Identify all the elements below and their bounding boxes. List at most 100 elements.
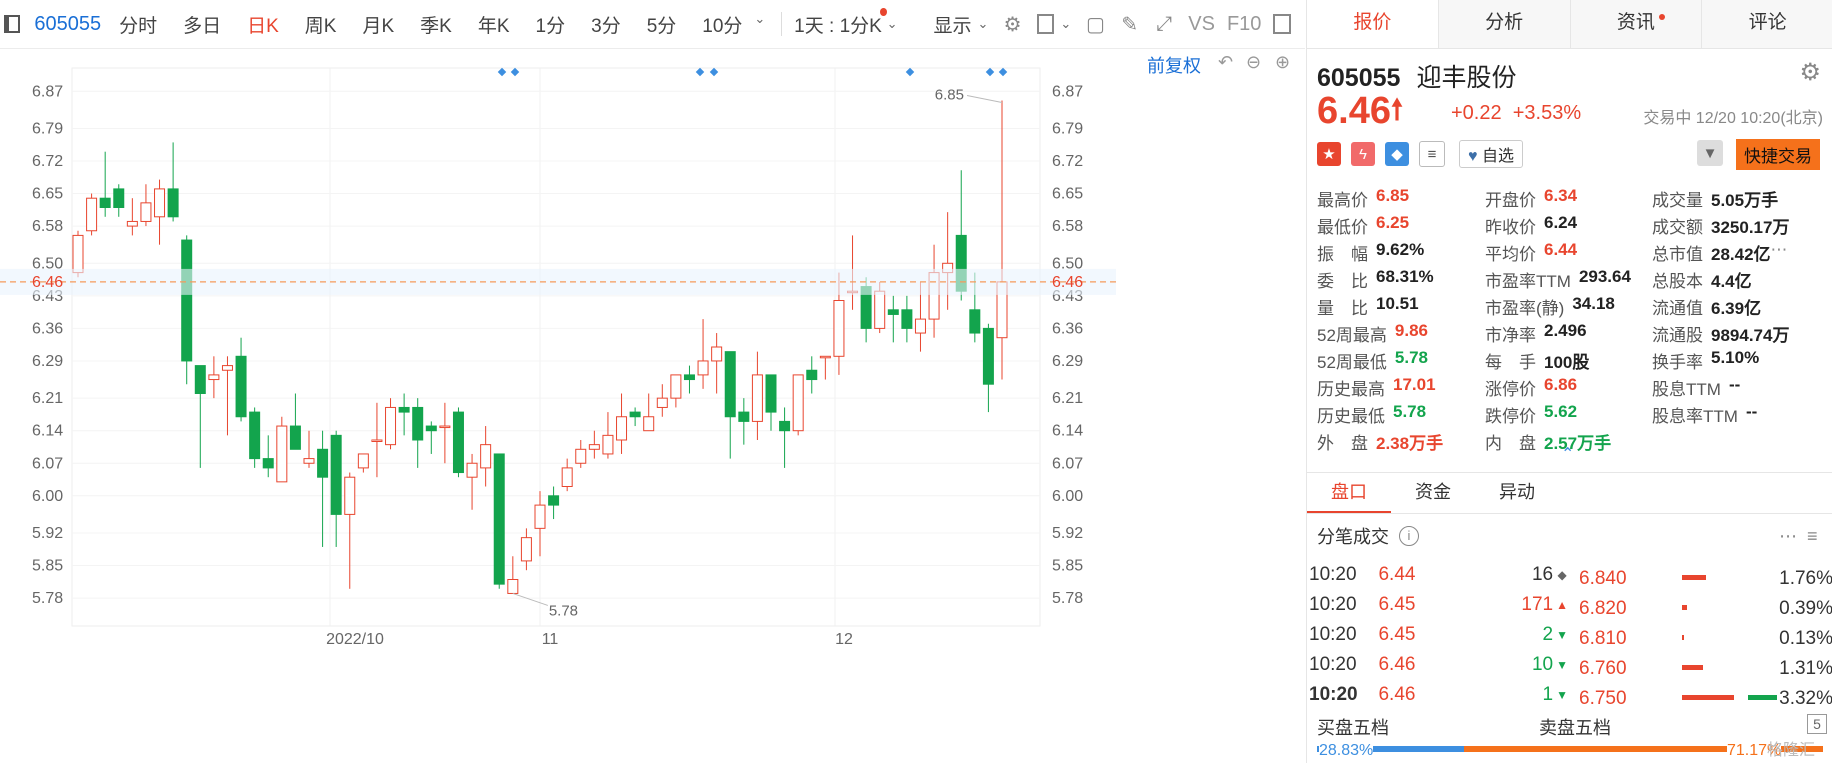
candle-body <box>643 416 655 432</box>
tab-0[interactable]: 报价 <box>1307 0 1438 48</box>
orderbook-row: 6.820 0.39% <box>1571 594 1832 624</box>
subtab-0[interactable]: 盘口 <box>1307 473 1391 513</box>
period-tab[interactable]: 日K <box>247 15 279 37</box>
candle <box>643 393 655 432</box>
chevron-down-icon[interactable]: ⌄ <box>1060 16 1072 31</box>
low-leader <box>512 592 548 606</box>
camera-icon[interactable]: ▢ <box>1085 13 1105 36</box>
period-tab[interactable]: 1分 <box>535 15 566 37</box>
info-icon[interactable]: i <box>1399 526 1419 546</box>
tick-row: 10:20 6.45 171 ▲ <box>1307 590 1571 620</box>
display-menu[interactable]: 显示 <box>933 15 972 37</box>
candle-body <box>914 318 926 334</box>
tick-row: 10:20 6.45 2 ▼ <box>1307 620 1571 650</box>
candle <box>99 151 111 217</box>
period-tab[interactable]: 5分 <box>646 15 677 37</box>
tab-1[interactable]: 分析 <box>1437 0 1570 48</box>
quote-panel: 报价 分析 资讯 评论 605055 迎丰股份 ⚙ 6.46🠕 +0.22 +3.53%… <box>1306 0 1832 763</box>
more-icon[interactable]: ⋯ <box>1779 525 1797 546</box>
period-selector[interactable]: 1天 : 1分K <box>794 15 882 37</box>
note-icon[interactable]: ≡ <box>1419 141 1445 167</box>
order-bar-fill <box>1682 665 1704 670</box>
candlestick-chart[interactable]: 6.87 6.87 6.79 6.79 6.72 6.72 6.65 6.65 6.58 6.58… <box>0 48 1305 763</box>
tick-price: 6.46 <box>1378 684 1416 705</box>
candle <box>602 412 614 459</box>
event-marker <box>998 67 1008 77</box>
sidebar-icon[interactable] <box>1273 14 1291 34</box>
subtab-1[interactable]: 资金 <box>1415 482 1451 502</box>
panel-toggle-icon[interactable] <box>4 15 21 33</box>
adjust-button[interactable]: 前复权 <box>1147 56 1201 76</box>
gear-icon[interactable]: ⚙ <box>1799 59 1821 86</box>
pencil-icon[interactable]: ✎ <box>1121 13 1139 36</box>
more-icon[interactable]: ⋯ <box>1770 240 1788 259</box>
fullscreen-icon[interactable]: ⤢ <box>1156 12 1173 35</box>
stat-label: 总市值 <box>1652 245 1703 264</box>
chevron-down-icon[interactable]: ⌄ <box>754 10 766 26</box>
undo-icon[interactable]: ↶ <box>1218 52 1234 72</box>
period-tab[interactable]: 3分 <box>591 15 621 37</box>
gear-icon[interactable]: ⚙ <box>1003 13 1022 36</box>
y-tick-label-right: 6.07 <box>1052 455 1083 472</box>
chevron-down-icon[interactable]: ⌄ <box>977 16 989 31</box>
period-tab[interactable]: 多日 <box>183 15 222 37</box>
candle <box>208 356 220 399</box>
tab-2[interactable]: 资讯 <box>1569 0 1702 48</box>
y-tick-label: 6.14 <box>32 423 63 440</box>
event-marker <box>695 67 705 77</box>
order-bar-fill <box>1682 635 1685 640</box>
candle <box>656 384 668 417</box>
order-bar <box>1682 575 1776 583</box>
quick-trade-button[interactable]: 快捷交易 <box>1736 139 1820 170</box>
lightning-icon[interactable]: ϟ <box>1351 142 1375 166</box>
zoom-out-icon[interactable]: ⊖ <box>1246 52 1262 72</box>
tag-icon[interactable]: ◆ <box>1385 142 1409 166</box>
stat-value: -- <box>1728 375 1741 394</box>
stat-value: 28.42亿 <box>1711 245 1771 264</box>
low-marker-label: 5.78 <box>549 602 578 619</box>
candle-body <box>385 406 397 446</box>
candle-body <box>398 406 410 413</box>
zoom-in-icon[interactable]: ⊕ <box>1275 52 1291 72</box>
y-tick-label: 6.00 <box>32 488 63 505</box>
candle <box>724 351 736 459</box>
chevron-down-icon[interactable]: ⌄ <box>886 16 898 31</box>
arrow-up-icon: ▲ <box>1556 598 1568 612</box>
page-number[interactable]: 5 <box>1807 714 1827 734</box>
period-tab[interactable]: 季K <box>420 15 452 37</box>
collapse-chevron-icon[interactable]: ⌃ <box>1561 446 1575 463</box>
stat-cell: 流通股 9894.74万 <box>1652 321 1827 348</box>
stat-label: 换手率 <box>1652 353 1703 372</box>
candle-body <box>208 374 220 381</box>
x-tick-label: 11 <box>542 631 559 648</box>
candle <box>711 333 723 394</box>
candle <box>330 430 342 547</box>
period-tab[interactable]: 月K <box>362 15 395 37</box>
tab-3[interactable]: 评论 <box>1701 0 1832 48</box>
candle-body <box>262 458 274 469</box>
candle-body <box>221 365 233 371</box>
bell-icon[interactable]: ▼ <box>1697 140 1723 166</box>
event-marker <box>709 67 719 77</box>
stock-code-link[interactable]: 605055 <box>34 12 102 35</box>
list-icon[interactable]: ≡ <box>1807 525 1818 546</box>
candle-body <box>738 411 750 422</box>
vs-button[interactable]: VS <box>1188 12 1215 35</box>
stat-label: 最高价 <box>1317 191 1368 210</box>
stat-cell: 52周最高 9.86 <box>1317 321 1485 348</box>
square-icon[interactable] <box>1036 14 1055 34</box>
candle <box>221 356 233 436</box>
candle-body <box>317 448 329 478</box>
watchlist-button[interactable]: ♥ 自选 <box>1459 140 1523 168</box>
stat-cell: 涨停价 6.86 <box>1485 375 1652 402</box>
subtab-2[interactable]: 异动 <box>1499 482 1535 502</box>
period-tab[interactable]: 年K <box>477 15 510 37</box>
period-tab[interactable]: 10分 <box>702 15 743 37</box>
period-tab[interactable]: 周K <box>304 15 337 37</box>
candle <box>86 193 98 236</box>
f10-button[interactable]: F10 <box>1226 12 1262 35</box>
stat-cell: 最低价 6.25 <box>1317 213 1485 240</box>
period-tab[interactable]: 分时 <box>119 15 158 37</box>
order-bar-fill <box>1682 605 1688 610</box>
candle <box>588 430 600 459</box>
